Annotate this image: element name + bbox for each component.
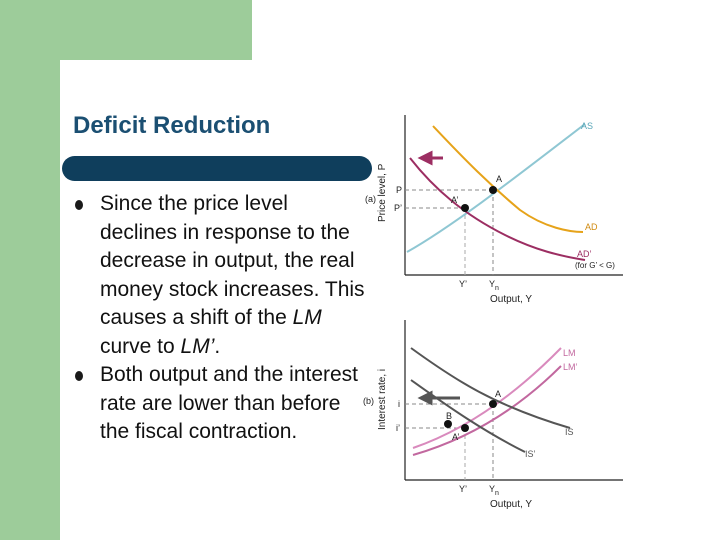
slide-title: Deficit Reduction [73,112,271,139]
ad-label: AD [585,222,598,232]
point-b-label: B [446,411,452,421]
panel-b-tick-yn: Yn [489,484,499,497]
panel-b-x-label: Output, Y [490,499,532,510]
left-accent-strip [0,0,60,540]
lm-term: LM [292,306,322,329]
lm-curve [412,347,562,449]
panel-b: (b) Interest rate, i i i’ Y’ Yn Output, … [363,320,623,510]
point-a-dot [489,186,497,194]
ad-prime-curve [409,157,586,261]
lm-prime-label: LM’ [563,362,578,372]
bullet-marker [75,371,83,381]
slide-panel [60,60,720,540]
as-label: AS [581,121,593,131]
bullet-text-1c: . [214,334,221,358]
point-a-prime-label: A’ [451,195,458,205]
panel-a-tag: (a) [365,194,376,204]
bullet-list: Since the price level declines in respon… [73,190,365,447]
point-a-prime-dot [461,424,469,432]
ad-prime-label: AD’ [577,249,592,259]
title-underline-bar [62,156,372,181]
panel-b-y-label: Interest rate, i [377,369,388,430]
point-a-dot [489,400,497,408]
point-b-dot [444,420,452,428]
bullet-item: Since the price level declines in respon… [73,190,365,361]
panel-a-x-label: Output, Y [490,294,532,305]
panel-b-tick-i-prime: i’ [396,423,400,433]
is-label: IS [565,427,574,437]
panel-a-tick-p-prime: P’ [394,203,402,213]
bullet-text-1a: Since the price level declines in respon… [100,192,365,329]
panel-b-tick-y-prime: Y’ [459,484,467,494]
ad-prime-note: (for G’ < G) [575,261,615,270]
point-a-label: A [495,389,501,399]
panel-a: (a) Price level, P P P’ Y’ Yn Output, Y … [365,115,623,305]
panel-a-y-label: Price level, P [377,163,388,222]
economics-figure: (a) Price level, P P P’ Y’ Yn Output, Y … [363,115,623,510]
lm-label: LM [563,348,576,358]
bullet-text-1b: curve to [100,334,181,358]
as-curve [406,123,586,253]
lm-prime-term: LM’ [180,334,215,358]
bullet-item: Both output and the interest rate are lo… [73,361,365,447]
panel-a-tick-p: P [396,185,402,195]
panel-b-tag: (b) [363,396,374,406]
bullet-marker [75,200,83,210]
point-a-prime-label: A’ [452,432,459,442]
ad-curve [432,125,584,233]
panel-b-tick-i: i [398,399,400,409]
lm-prime-curve [412,365,562,456]
point-a-prime-dot [461,204,469,212]
panel-a-tick-y-prime: Y’ [459,279,467,289]
is-prime-curve [410,379,526,453]
panel-a-tick-yn: Yn [489,279,499,292]
point-a-label: A [496,174,502,184]
bullet-text-2: Both output and the interest rate are lo… [100,363,359,443]
is-curve [410,347,571,429]
is-prime-label: IS’ [525,449,536,459]
